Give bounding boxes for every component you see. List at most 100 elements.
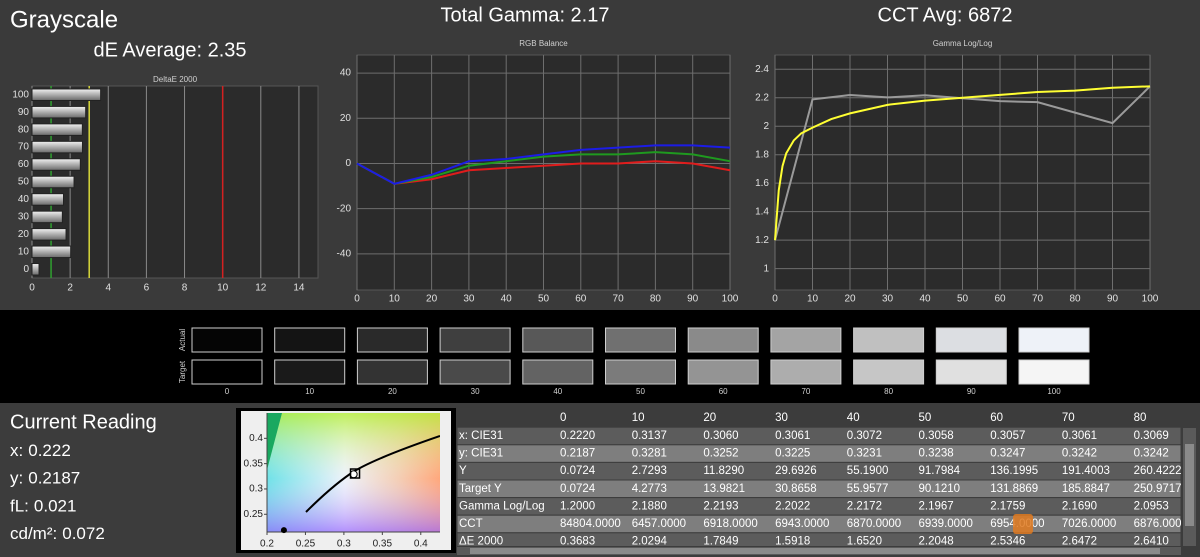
reading-item: y: 0.2187 [10,469,80,488]
row-label: Target Y [459,483,502,495]
table-cell: 0.3242 [1062,448,1097,460]
target-swatch [1018,359,1090,385]
de-average: dE Average: 2.35 [93,39,246,61]
y-tick-label: 1 [763,263,769,274]
target-swatch [274,359,346,385]
bar [31,263,40,276]
x-tick-label: 20 [844,294,856,305]
y-tick-label: 0 [345,158,351,169]
table-cell: 260.4222 [1134,465,1182,477]
table-cell: 84804.0000 [560,518,621,530]
table-cell: 0.3058 [919,430,954,442]
y-tick-label: 1.2 [755,235,769,246]
table-cell: 0.3137 [632,430,667,442]
table-cell: 4.2773 [632,483,667,495]
table-cell: 11.8290 [703,465,744,477]
x-tick-label: 90 [1107,294,1119,305]
reading-value: 0.021 [34,497,77,516]
total-gamma: Total Gamma: 2.17 [441,4,610,26]
x-tick-label: 100 [1142,294,1159,305]
target-swatch [935,359,1007,385]
y-tick-label: 0.35 [244,458,264,469]
y-tick-label: -40 [337,248,352,259]
table-cell: 2.1967 [919,500,954,512]
bar [31,123,83,136]
x-tick-label: 0.25 [296,539,316,550]
row-label: Y [459,465,467,477]
watermark-logo [1013,514,1033,534]
target-swatch [191,359,263,385]
table-cell: 6939.0000 [919,518,973,530]
reading-value: 0.2187 [28,469,80,488]
reading-item: x: 0.222 [10,441,71,460]
table-cell: 0.3247 [990,448,1025,460]
y-tick-label: 1.4 [755,206,769,217]
table-cell: 0.3061 [1062,430,1097,442]
actual-swatch [605,327,676,353]
actual-swatch [191,327,263,353]
column-header: 40 [847,412,860,424]
chart-title: Gamma Log/Log [933,39,993,48]
target-swatch [522,359,594,385]
h-scroll-thumb[interactable] [470,548,1160,554]
table-cell: 0.2187 [560,448,595,460]
swatch-label: 90 [967,387,976,396]
table-cell: 13.9821 [703,483,745,495]
row-label: ΔE 2000 [459,536,503,548]
actual-swatch [1018,327,1090,353]
table-cell: 2.6410 [1134,536,1169,548]
reading-item: fL: 0.021 [10,497,76,516]
actual-swatch [439,327,511,353]
x-tick-label: 80 [1069,294,1081,305]
table-cell: 191.4003 [1062,465,1110,477]
table-cell: 0.0724 [560,465,596,477]
y-tick-label: 1.8 [755,149,769,160]
reading-value: 0.072 [62,525,105,544]
x-tick-label: 30 [463,294,475,305]
actual-swatch [274,327,346,353]
column-header: 80 [1134,412,1147,424]
chart-title: RGB Balance [519,39,568,48]
bar [31,140,83,154]
bar [31,210,63,224]
y-tick-label: 10 [18,246,30,257]
v-scroll-thumb[interactable] [1185,444,1194,526]
actual-swatch [687,327,759,353]
table-cell: 6870.0000 [847,518,901,530]
x-tick-label: 8 [182,283,188,294]
series-line [356,144,731,185]
table-cell: 30.8658 [775,483,817,495]
swatch-label: 30 [471,387,480,396]
bar [31,193,64,206]
table-cell: 185.8847 [1062,483,1110,495]
table-cell: 0.3683 [560,536,595,548]
table-cell: 0.3061 [775,430,810,442]
swatch-label: 0 [225,387,230,396]
row-label: Target [178,360,187,383]
table-cell: 2.1759 [990,500,1025,512]
table-cell: 1.6520 [847,536,882,548]
bar [31,228,67,241]
actual-swatch [356,327,428,353]
table-cell: 2.6472 [1062,536,1097,548]
table-cell: 2.1880 [632,500,667,512]
x-tick-label: 14 [293,283,305,294]
x-tick-label: 30 [882,294,894,305]
x-tick-label: 70 [1032,294,1044,305]
table-cell: 2.7293 [632,465,667,477]
table-cell: 0.3069 [1134,430,1169,442]
column-header: 50 [919,412,932,424]
table-cell: 91.7984 [919,465,961,477]
y-tick-label: 0.4 [249,433,263,444]
x-tick-label: 0 [772,294,778,305]
series-line [774,85,1151,241]
series-line [356,151,731,185]
cie-marks: 0.2 0.25 0.3 0.35 0.4 0.25 0.3 0.35 0.4 [244,413,440,550]
swatch-label: 10 [305,387,314,396]
bar [31,245,72,259]
bar [31,175,75,189]
x-tick-label: 0 [29,283,35,294]
table-cell: 2.5346 [990,536,1025,548]
actual-swatch [853,327,925,353]
